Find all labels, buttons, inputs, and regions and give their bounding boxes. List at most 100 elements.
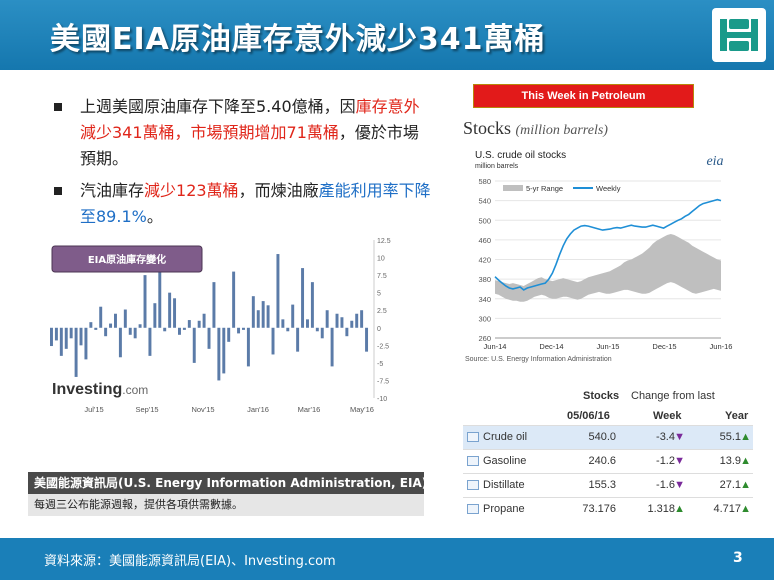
bar [242,327,245,330]
y-tick-label: -7.5 [377,378,389,385]
bar [50,327,53,347]
bar [79,327,83,346]
y-tick-label: 7.5 [377,273,387,280]
bar [148,327,152,356]
bar [133,327,137,339]
bar [271,327,275,355]
bar [163,327,167,332]
petroleum-badge: This Week in Petroleum [473,84,694,108]
bar [99,306,103,328]
bullet-highlight: 減少123萬桶 [144,181,239,200]
row-year-arrow-icon: ▲ [740,479,751,491]
chart-icon[interactable] [467,456,479,466]
bar [74,327,78,377]
bar [276,254,280,328]
row-name: Crude oil [483,431,528,443]
y-tick-label: 300 [478,314,491,323]
inventory-bar-chart: 12.5 10 7.5 5 2.5 0 -2.5 -5 -7.5 -10 Jul'15 Sep'15 N… [46,236,406,416]
row-name: Distillate [483,479,525,491]
bar [365,327,369,352]
bar [123,309,127,328]
bar [306,319,309,328]
bar [325,310,329,328]
row-week: -3.4 [656,431,675,443]
y-tick-label: 420 [478,256,491,265]
line-chart-title: U.S. crude oil stocks [475,150,566,161]
row-week: 1.318 [647,503,675,515]
row-year-arrow-icon: ▲ [740,455,751,467]
bullet-square-icon [54,103,62,111]
row-year: 4.717 [713,503,741,515]
y-tick-label: 580 [478,177,491,186]
y-tick-label: -5 [377,361,383,368]
bullet-highlight-blue: 產能利用率下降至89.1% [80,181,431,226]
row-stocks: 240.6 [588,455,616,467]
bar [197,320,201,328]
bar [109,323,113,328]
row-year-arrow-icon: ▲ [740,431,751,443]
y-tick-label: 460 [478,236,491,245]
x-tick-label: Jun-15 [597,342,620,351]
bar [335,313,339,328]
bar [301,268,305,328]
bar [340,317,344,328]
crude-stocks-line-chart: U.S. crude oil stocks million barrels eia 5… [465,150,732,363]
page-number: 3 [733,550,743,566]
y-tick-label: 340 [478,295,491,304]
y-tick-label: -2.5 [377,343,389,350]
row-week: -1.2 [656,455,675,467]
bar [69,327,73,339]
bar [266,305,270,328]
bar [84,327,88,360]
bar [350,320,354,328]
bar [104,327,108,337]
bar [59,327,63,356]
chart-icon[interactable] [467,432,479,442]
chart-icon[interactable] [467,480,479,490]
row-year: 55.1 [719,431,741,443]
bar [207,327,211,349]
header-stocks: Stocks [583,390,620,402]
chart-source: Source: U.S. Energy Information Administ… [465,356,612,363]
chart-icon[interactable] [467,504,479,514]
legend-range-label: 5-yr Range [526,184,563,193]
header-date: 05/06/16 [567,410,610,422]
bar [118,327,122,358]
stocks-title-main: Stocks [463,118,512,138]
bar [192,327,196,363]
table-header-2: 05/06/16 Week Year [463,405,753,425]
eia-logo-text: eia [706,154,723,169]
bar [246,327,250,367]
bar [178,327,181,335]
bar [286,327,290,332]
bar [54,327,58,341]
bullet-item-1: 上週美國原油庫存下降至5.40億桶，因庫存意外減少341萬桶，市場預期增加71萬… [52,94,432,172]
bar [360,310,364,328]
bar [291,304,295,328]
table-header-1: Stocks Change from last [463,385,753,405]
bar [212,282,216,328]
x-tick-label: Sep'15 [135,405,158,414]
bar [89,322,93,328]
legend-weekly-label: Weekly [596,184,621,193]
bar [355,313,359,328]
y-tick-label: 260 [478,334,491,343]
x-tick-label: Dec-15 [652,342,676,351]
bar [173,298,177,328]
x-tick-label: Jan'16 [247,405,269,414]
bar [227,327,231,342]
bank-logo [712,8,766,62]
row-name: Gasoline [483,455,527,467]
row-stocks: 540.0 [588,431,616,443]
bar [310,282,314,328]
bar [261,301,265,328]
line-chart-subtitle: million barrels [475,163,519,170]
header-bar: 美國EIA原油庫存意外減少341萬桶 [0,0,774,70]
logo-icon [720,19,758,51]
row-week-arrow-icon: ▼ [674,431,685,443]
stocks-title-unit: (million barrels) [515,123,608,138]
row-year: 13.9 [719,455,741,467]
bar [138,324,142,328]
bar [128,327,132,335]
table-body: Crude oil 540.0 -3.4 ▼ 55.1 ▲ Gasoline 240.6 -1.… [463,425,753,521]
